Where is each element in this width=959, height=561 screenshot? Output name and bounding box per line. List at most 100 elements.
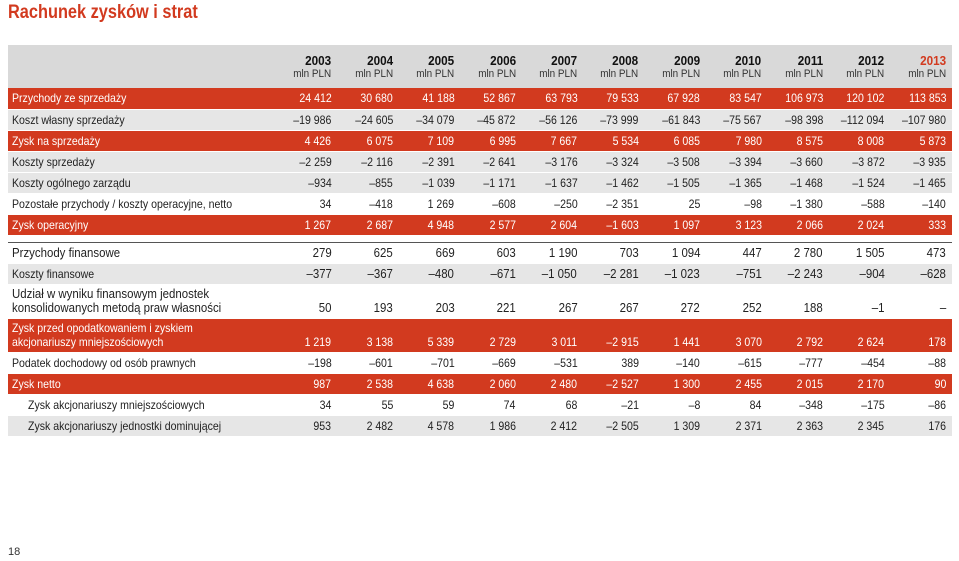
value-cell-2005: –34 079 [398, 109, 461, 131]
value-cell-2005: 1 269 [398, 193, 461, 215]
value-cell-2005: 5 339 [398, 318, 461, 353]
unit-label: mln PLN [600, 67, 639, 80]
year-label: 2008 [612, 52, 639, 68]
value-cell-2006: 603 [460, 241, 522, 264]
value-cell-2013: 5 873 [890, 130, 952, 152]
value-cell-2012: 8 008 [828, 130, 891, 152]
row-label: Koszty finansowe [8, 263, 277, 285]
row-label: Zysk operacyjny [8, 214, 277, 236]
value-cell-2005: 41 188 [398, 88, 461, 110]
value-cell-2004: 2 482 [337, 415, 399, 437]
value-cell-2008: –1 603 [583, 214, 645, 236]
value-cell-2009: 1 097 [644, 214, 707, 236]
table-header-row: 2003 mln PLN 2004 mln PLN 2005 mln PLN 2006 mln… [8, 45, 952, 88]
value-cell-2003: –198 [276, 352, 338, 374]
value-cell-2013: 473 [890, 241, 952, 264]
value-cell-2011: –2 243 [767, 263, 829, 285]
value-cell-2006: –2 641 [460, 151, 522, 173]
value-cell-2005: 4 948 [398, 214, 461, 236]
row-label: Przychody finansowe [8, 241, 277, 264]
table-body: Przychody ze sprzedaży 24 412 30 680 41 188… [8, 88, 952, 437]
value-cell-2006: 221 [460, 284, 522, 319]
year-header-2013: 2013 mln PLN [890, 45, 952, 88]
value-cell-2006: 2 060 [460, 373, 522, 395]
value-cell-2009: 67 928 [644, 88, 707, 110]
value-cell-2013: –88 [890, 352, 952, 374]
value-cell-2007: –531 [521, 352, 584, 374]
value-cell-2005: 4 638 [398, 373, 461, 395]
value-cell-2007: 267 [521, 284, 584, 319]
table-row: Podatek dochodowy od osób prawnych –198 –6… [8, 352, 952, 374]
value-cell-2004: 625 [337, 241, 399, 264]
value-cell-2010: 7 980 [706, 130, 768, 152]
value-cell-2009: –1 505 [644, 172, 707, 194]
value-cell-2010: –75 567 [706, 109, 768, 131]
value-cell-2011: 2 363 [767, 415, 829, 437]
table-row: Koszty sprzedaży –2 259 –2 116 –2 391 –2 641… [8, 151, 952, 173]
value-cell-2010: 2 371 [706, 415, 768, 437]
value-cell-2007: 1 190 [521, 241, 584, 264]
value-cell-2010: 83 547 [706, 88, 768, 110]
unit-label: mln PLN [477, 67, 516, 80]
year-label: 2005 [428, 52, 455, 68]
unit-label: mln PLN [846, 67, 885, 80]
value-cell-2009: –1 023 [644, 263, 707, 285]
value-cell-2004: –2 116 [337, 151, 399, 173]
value-cell-2006: 2 729 [460, 318, 522, 353]
value-cell-2007: 7 667 [521, 130, 584, 152]
value-cell-2013: –86 [890, 394, 952, 416]
value-cell-2013: 113 853 [890, 88, 952, 110]
year-header-2006: 2006 mln PLN [460, 45, 521, 88]
value-cell-2009: 272 [644, 284, 707, 319]
year-header-2003: 2003 mln PLN [276, 45, 337, 88]
value-cell-2009: –61 843 [644, 109, 707, 131]
value-cell-2003: 50 [276, 284, 338, 319]
unit-label: mln PLN [416, 67, 455, 80]
value-cell-2004: 30 680 [337, 88, 399, 110]
table-row: Przychody finansowe 279 625 669 603 1 190 703 1… [8, 241, 952, 264]
value-cell-2010: 3 123 [706, 214, 768, 236]
value-cell-2012: 2 624 [828, 318, 891, 353]
value-cell-2013: 178 [890, 318, 952, 353]
value-cell-2013: –107 980 [890, 109, 952, 131]
value-cell-2012: 1 505 [828, 241, 891, 264]
value-cell-2004: 55 [337, 394, 399, 416]
value-cell-2006: –1 171 [460, 172, 522, 194]
value-cell-2004: –418 [337, 193, 399, 215]
value-cell-2005: 4 578 [398, 415, 461, 437]
value-cell-2004: 6 075 [337, 130, 399, 152]
value-cell-2009: 1 441 [644, 318, 707, 353]
value-cell-2004: 2 687 [337, 214, 399, 236]
header-label-cell [8, 45, 276, 88]
table-row: Pozostałe przychody / koszty operacyjne,… [8, 193, 952, 215]
row-label: Zysk netto [8, 373, 277, 395]
unit-label: mln PLN [539, 67, 578, 80]
value-cell-2003: 1 267 [276, 214, 338, 236]
value-cell-2013: –628 [890, 263, 952, 285]
row-label: Zysk na sprzedaży [8, 130, 277, 152]
row-label: Koszty ogólnego zarządu [8, 172, 277, 194]
value-cell-2011: 2 015 [767, 373, 829, 395]
value-cell-2009: –8 [644, 394, 707, 416]
value-cell-2007: –250 [521, 193, 584, 215]
value-cell-2004: 193 [337, 284, 399, 319]
value-cell-2004: –367 [337, 263, 399, 285]
value-cell-2009: 25 [644, 193, 707, 215]
value-cell-2012: –904 [828, 263, 891, 285]
value-cell-2007: 2 480 [521, 373, 584, 395]
value-cell-2007: 3 011 [521, 318, 584, 353]
value-cell-2008: –3 324 [583, 151, 645, 173]
table-row: Koszty ogólnego zarządu –934 –855 –1 039 –1 … [8, 172, 952, 194]
value-cell-2008: 267 [583, 284, 645, 319]
value-cell-2008: –2 915 [583, 318, 645, 353]
value-cell-2006: –608 [460, 193, 522, 215]
value-cell-2012: –3 872 [828, 151, 891, 173]
page-number: 18 [8, 546, 21, 558]
value-cell-2003: –934 [276, 172, 338, 194]
row-label: Koszty sprzedaży [8, 151, 277, 173]
value-cell-2003: 34 [276, 394, 338, 416]
value-cell-2011: 2 780 [767, 241, 829, 264]
year-header-2005: 2005 mln PLN [399, 45, 460, 88]
value-cell-2012: –1 [828, 284, 891, 319]
page-title: Rachunek zysków i strat [8, 2, 198, 23]
